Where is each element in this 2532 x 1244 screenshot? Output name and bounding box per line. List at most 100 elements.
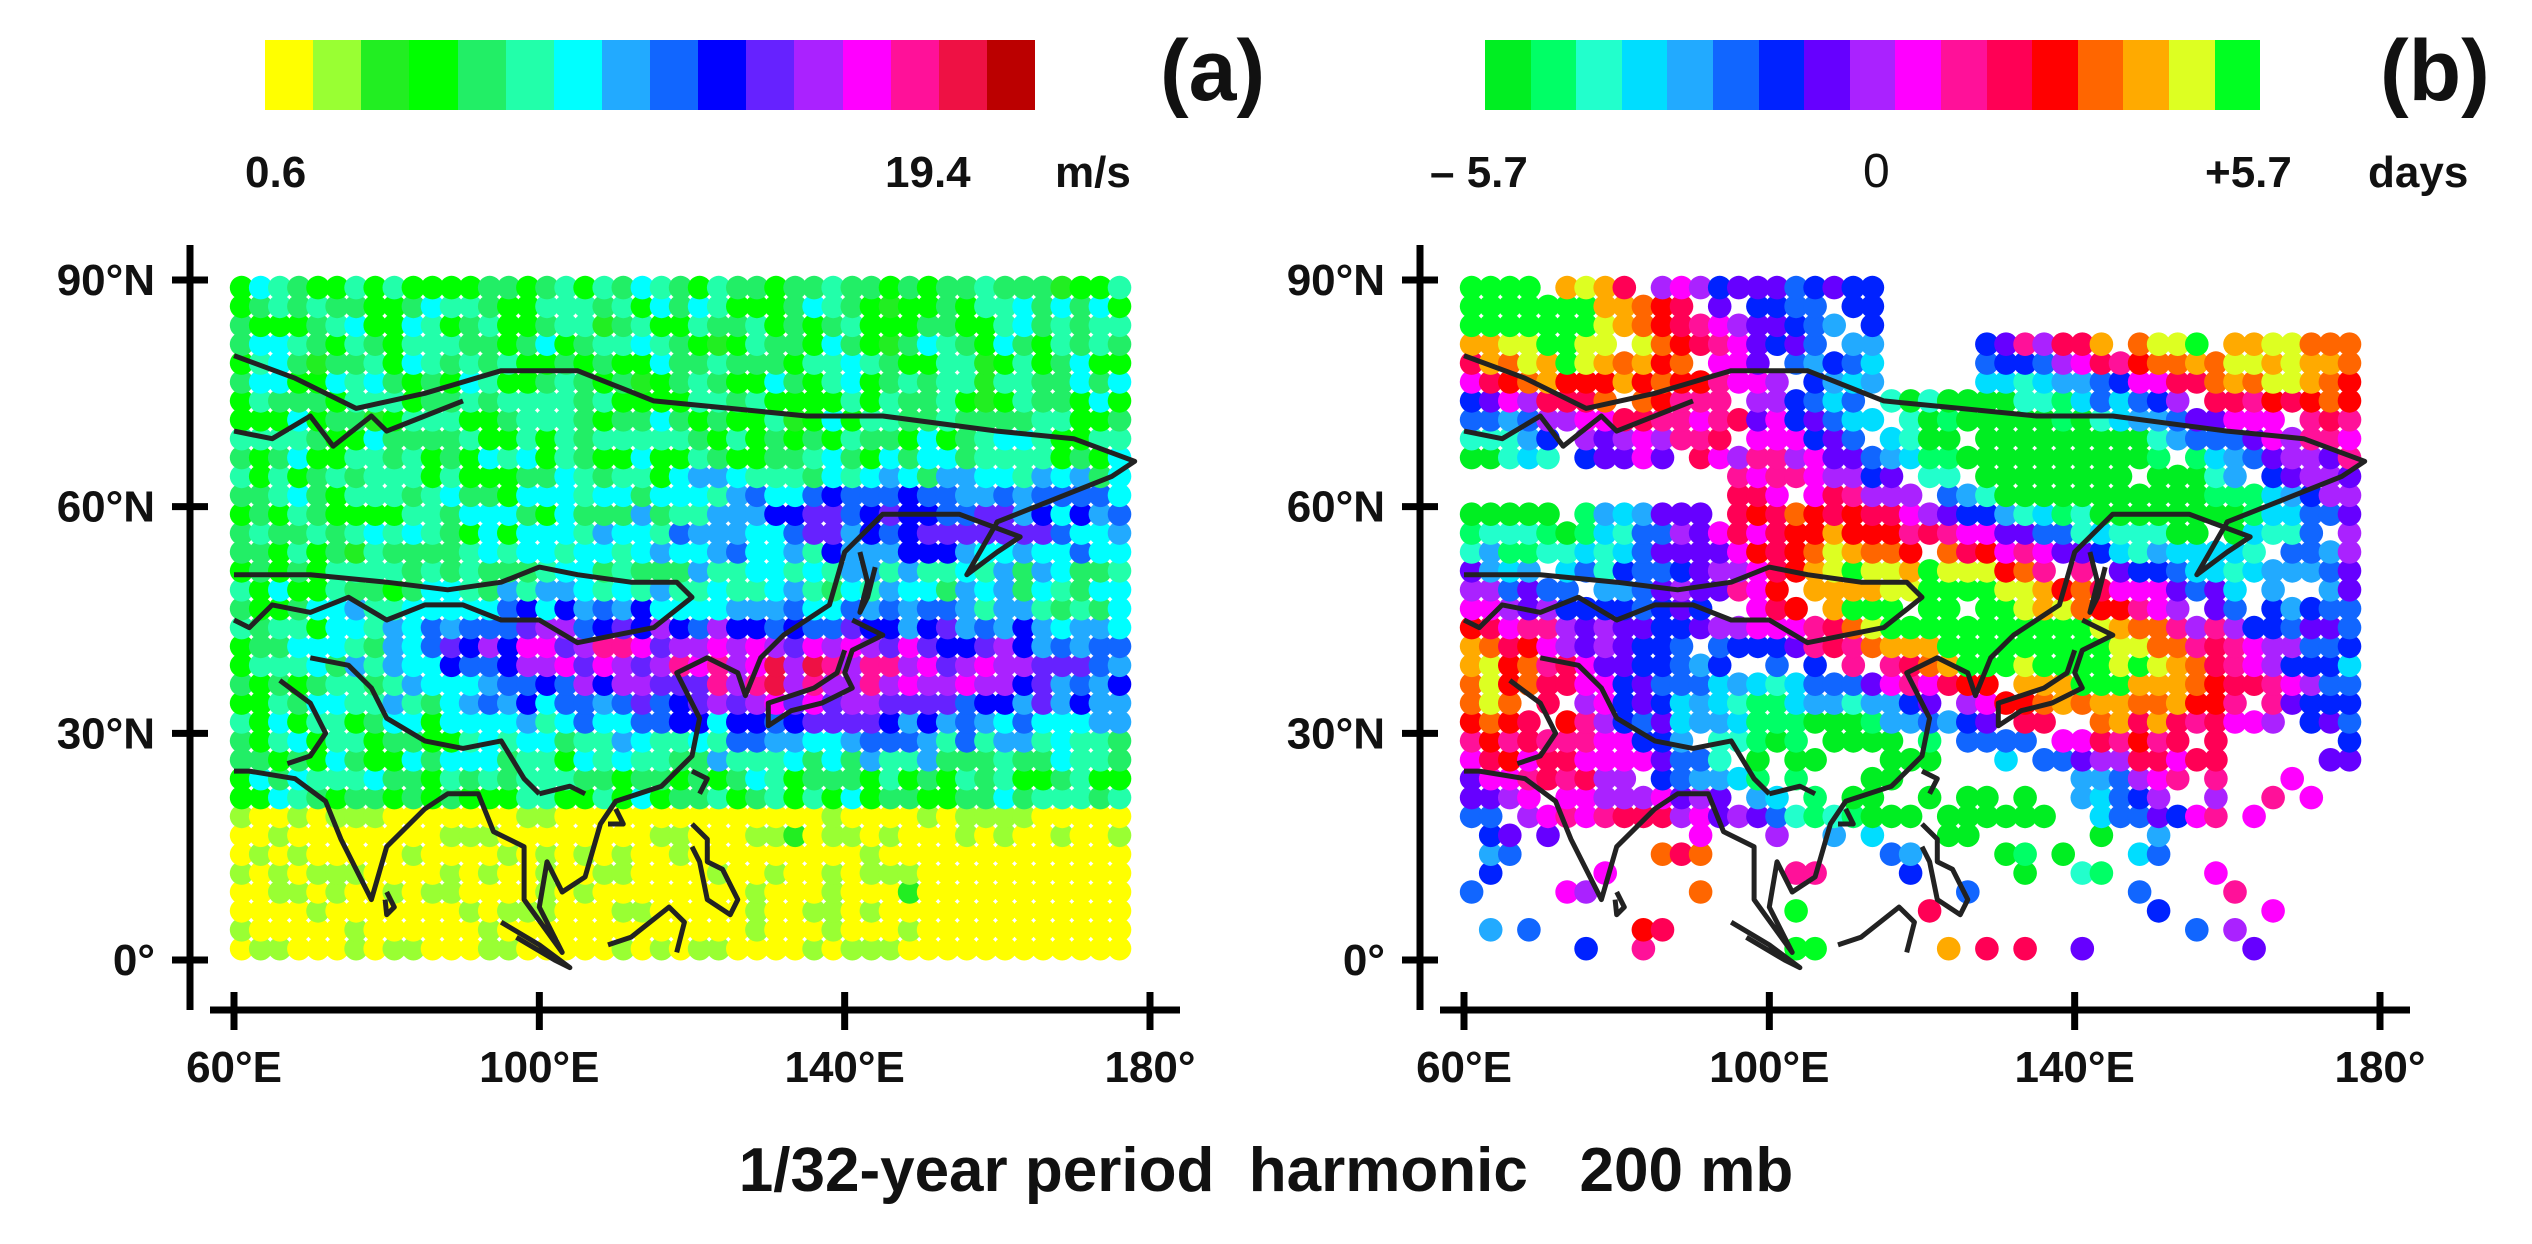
data-dot bbox=[382, 653, 407, 678]
data-dot bbox=[802, 880, 826, 904]
data-dot bbox=[687, 521, 712, 545]
data-dot bbox=[1860, 672, 1885, 696]
data-dot bbox=[1050, 521, 1074, 545]
data-dot bbox=[1459, 748, 1484, 772]
data-dot bbox=[1088, 540, 1113, 564]
data-dot bbox=[497, 672, 521, 696]
data-dot bbox=[1478, 672, 1503, 696]
data-dot bbox=[1050, 578, 1074, 602]
data-dot bbox=[268, 899, 292, 923]
data-dot bbox=[935, 332, 960, 356]
data-dot bbox=[1593, 729, 1617, 753]
data-dot bbox=[1498, 691, 1522, 715]
data-dot bbox=[1822, 445, 1846, 470]
data-dot bbox=[1879, 559, 1904, 583]
data-dot bbox=[535, 275, 559, 300]
data-dot bbox=[1707, 691, 1732, 715]
data-dot bbox=[878, 370, 903, 394]
data-dot bbox=[458, 842, 483, 866]
data-dot bbox=[1069, 899, 1094, 923]
data-dot bbox=[687, 540, 712, 564]
data-dot bbox=[687, 370, 712, 394]
data-dot bbox=[1555, 729, 1579, 753]
data-dot bbox=[268, 691, 292, 715]
data-dot bbox=[1803, 313, 1827, 338]
data-dot bbox=[2070, 502, 2095, 526]
data-dot bbox=[2070, 445, 2095, 470]
data-dot bbox=[897, 918, 922, 942]
data-dot bbox=[935, 691, 960, 715]
data-dot bbox=[2165, 634, 2190, 659]
data-dot bbox=[2108, 521, 2133, 545]
data-dot bbox=[974, 729, 998, 753]
data-dot bbox=[1031, 445, 1055, 470]
data-dot bbox=[1688, 445, 1713, 470]
data-dot bbox=[287, 634, 311, 659]
data-dot bbox=[1841, 426, 1866, 451]
data-dot bbox=[2032, 332, 2056, 356]
data-dot bbox=[554, 540, 578, 564]
data-dot bbox=[2318, 408, 2343, 432]
data-dot bbox=[268, 521, 292, 545]
data-dot bbox=[401, 521, 426, 545]
data-dot bbox=[878, 766, 903, 791]
data-dot bbox=[745, 445, 769, 470]
data-dot bbox=[1107, 370, 1132, 394]
data-dot bbox=[764, 672, 788, 696]
data-dot bbox=[497, 332, 521, 356]
data-dot bbox=[1822, 389, 1846, 413]
data-dot bbox=[554, 426, 578, 451]
data-dot bbox=[1784, 691, 1808, 715]
coastline bbox=[765, 617, 886, 729]
data-dot bbox=[248, 521, 273, 545]
data-dot bbox=[1069, 559, 1094, 583]
data-dot bbox=[1069, 748, 1094, 772]
data-dot bbox=[382, 294, 407, 319]
data-dot bbox=[878, 464, 903, 489]
data-dot bbox=[974, 936, 998, 961]
data-dot bbox=[2146, 426, 2171, 451]
data-dot bbox=[745, 464, 769, 489]
data-dot bbox=[859, 332, 884, 356]
data-dot bbox=[1574, 294, 1598, 319]
data-dot bbox=[1088, 804, 1113, 829]
data-dot bbox=[840, 691, 865, 715]
data-dot bbox=[2108, 653, 2133, 678]
colorbar-swatch bbox=[842, 40, 891, 110]
data-dot bbox=[878, 521, 903, 545]
data-dot bbox=[1975, 521, 1999, 545]
coastline bbox=[232, 564, 695, 646]
data-dot bbox=[1536, 521, 1560, 545]
data-dot bbox=[1650, 785, 1675, 810]
data-dot bbox=[859, 653, 884, 678]
data-dot bbox=[554, 804, 578, 829]
data-dot bbox=[2089, 766, 2114, 791]
data-dot bbox=[630, 275, 655, 300]
data-dot bbox=[1822, 351, 1846, 375]
data-dot bbox=[897, 483, 922, 508]
data-dot bbox=[802, 596, 826, 621]
data-dot bbox=[668, 823, 693, 848]
colorbar-swatch bbox=[2123, 40, 2169, 110]
data-dot bbox=[1803, 502, 1827, 526]
data-dot bbox=[458, 313, 483, 338]
data-dot bbox=[382, 445, 407, 470]
data-dot bbox=[1478, 691, 1503, 715]
data-dot bbox=[1936, 936, 1961, 961]
data-dot bbox=[458, 426, 483, 451]
data-dot bbox=[477, 559, 502, 583]
axes: 90°N60°N30°N0°60°E 100°E 140°E 180° bbox=[1287, 245, 2426, 1092]
data-dot bbox=[802, 559, 826, 583]
data-dot bbox=[706, 275, 731, 300]
data-dot bbox=[1707, 351, 1732, 375]
data-dot bbox=[1994, 748, 2018, 772]
colorbar-swatch bbox=[2077, 40, 2124, 110]
data-dot bbox=[1031, 578, 1055, 602]
panel-a-letter: (a) bbox=[1160, 23, 1266, 119]
data-dot bbox=[706, 823, 731, 848]
map-b-svg: 90°N60°N30°N0°60°E 100°E 140°E 180° bbox=[1287, 245, 2426, 1092]
data-dot bbox=[840, 540, 865, 564]
data-dot bbox=[802, 918, 826, 942]
data-dot bbox=[2318, 370, 2343, 394]
data-dot bbox=[897, 804, 922, 829]
